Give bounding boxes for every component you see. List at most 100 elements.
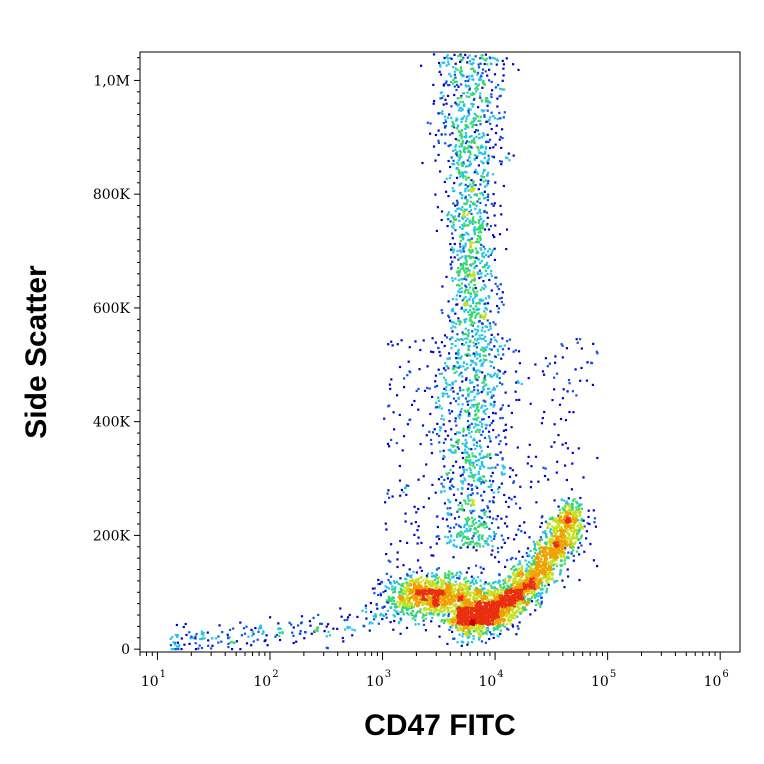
event-dot (461, 380, 464, 383)
event-dot (462, 171, 465, 174)
event-dot (461, 164, 464, 168)
event-dot (544, 570, 548, 573)
event-dot (515, 611, 518, 614)
event-dot (477, 221, 480, 224)
event-dot (545, 543, 548, 546)
event-dot (457, 508, 460, 511)
event-dot (444, 602, 447, 605)
event-dot (486, 261, 489, 265)
event-dot (465, 519, 468, 522)
event-dot (467, 499, 471, 502)
event-dot (414, 582, 417, 585)
event-dot (439, 596, 442, 599)
event-dot (472, 582, 475, 585)
event-dot (569, 546, 572, 549)
event-dot (466, 625, 470, 628)
event-dot (459, 600, 462, 603)
event-dot (486, 63, 489, 66)
event-dot (474, 590, 477, 593)
event-dot (532, 540, 535, 543)
event-dot (495, 124, 498, 127)
event-dot (447, 300, 450, 303)
event-dot (451, 477, 454, 480)
event-dot (390, 599, 393, 602)
event-dot (516, 625, 519, 628)
event-dot (452, 637, 455, 640)
event-dot (465, 621, 468, 624)
event-dot (482, 220, 485, 223)
event-dot (377, 622, 380, 625)
event-dot (461, 640, 464, 644)
event-dot (567, 509, 570, 512)
event-dot (472, 103, 475, 106)
event-dot (490, 202, 493, 205)
event-dot (536, 568, 539, 571)
event-dot (466, 519, 469, 522)
event-dot (484, 510, 488, 513)
event-dot (526, 577, 529, 580)
event-dot (530, 562, 533, 565)
event-dot (463, 614, 466, 617)
event-dot (544, 548, 547, 551)
event-dot (458, 575, 461, 578)
event-dot (507, 616, 510, 620)
event-dot (443, 180, 446, 184)
event-dot (401, 582, 404, 586)
event-dot (466, 636, 469, 639)
event-dot (444, 118, 447, 121)
event-dot (494, 596, 497, 599)
event-dot (486, 614, 489, 617)
event-dot (473, 279, 476, 282)
event-dot (482, 613, 485, 616)
event-dot (524, 578, 527, 581)
event-dot (561, 564, 564, 567)
event-dot (563, 517, 566, 520)
event-dot (460, 278, 463, 281)
event-dot (446, 606, 449, 609)
event-dot (473, 594, 476, 597)
event-dot (447, 585, 450, 588)
event-dot (439, 73, 443, 76)
event-dot (463, 277, 466, 280)
event-dot (437, 346, 440, 349)
event-dot (462, 262, 465, 265)
event-dot (518, 600, 521, 603)
event-dot (441, 96, 444, 100)
event-dot (516, 604, 519, 607)
event-dot (449, 526, 452, 529)
event-dot (464, 304, 467, 307)
event-dot (548, 566, 551, 569)
event-dot (448, 412, 451, 415)
event-dot (489, 341, 492, 344)
event-dot (469, 468, 472, 472)
event-dot (451, 623, 454, 626)
event-dot (537, 543, 540, 546)
event-dot (494, 606, 497, 609)
event-dot (521, 573, 525, 576)
event-dot (452, 365, 455, 368)
event-dot (566, 514, 569, 517)
event-dot (477, 631, 480, 634)
event-dot (480, 611, 484, 614)
event-dot (476, 617, 479, 620)
event-dot (500, 146, 503, 149)
event-dot (410, 574, 413, 577)
event-dot (478, 588, 481, 591)
event-dot (508, 615, 511, 618)
event-dot (464, 632, 467, 636)
event-dot (438, 625, 441, 628)
event-dot (480, 391, 483, 394)
event-dot (473, 260, 477, 263)
event-dot (493, 535, 496, 538)
event-dot (462, 333, 465, 336)
event-dot (465, 178, 468, 181)
event-dot (488, 604, 492, 607)
event-dot (519, 585, 523, 588)
event-dot (461, 100, 464, 104)
event-dot (481, 599, 484, 603)
event-dot (443, 609, 446, 612)
event-dot (466, 366, 469, 370)
event-dot (409, 583, 412, 586)
event-dot (415, 601, 418, 604)
event-dot (486, 505, 489, 508)
